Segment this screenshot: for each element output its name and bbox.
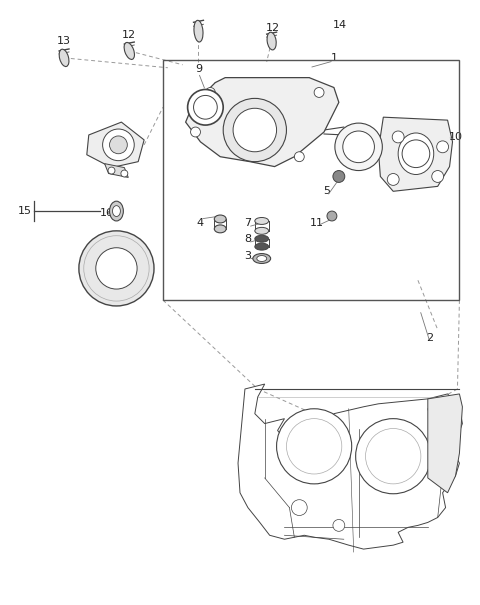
Circle shape (333, 171, 345, 182)
Ellipse shape (109, 201, 123, 221)
Text: 10: 10 (448, 132, 462, 142)
Circle shape (333, 520, 345, 531)
Circle shape (109, 136, 127, 154)
Ellipse shape (267, 32, 276, 50)
Circle shape (356, 419, 431, 494)
Ellipse shape (255, 243, 269, 250)
Text: 15: 15 (18, 206, 32, 216)
Polygon shape (87, 122, 144, 168)
Ellipse shape (194, 21, 203, 42)
Ellipse shape (59, 49, 69, 67)
Circle shape (188, 90, 223, 125)
Text: 4: 4 (197, 218, 204, 228)
Circle shape (437, 141, 448, 152)
Polygon shape (378, 117, 453, 191)
Circle shape (314, 88, 324, 97)
Ellipse shape (398, 133, 434, 174)
Text: 2: 2 (426, 333, 433, 342)
Ellipse shape (112, 206, 120, 217)
Text: 12: 12 (265, 23, 280, 33)
Text: 14: 14 (333, 20, 347, 30)
Circle shape (223, 99, 287, 162)
Polygon shape (238, 384, 462, 549)
Ellipse shape (214, 225, 226, 233)
Circle shape (193, 96, 217, 119)
Circle shape (287, 419, 342, 474)
Circle shape (205, 88, 216, 97)
Circle shape (103, 129, 134, 161)
Circle shape (191, 127, 201, 137)
Text: 5: 5 (324, 186, 331, 196)
Polygon shape (428, 394, 462, 492)
Circle shape (343, 131, 374, 163)
Text: 6: 6 (337, 145, 344, 155)
Ellipse shape (214, 215, 226, 223)
Text: 8: 8 (244, 234, 252, 244)
Ellipse shape (255, 235, 269, 242)
Ellipse shape (255, 227, 269, 234)
Text: 13: 13 (57, 36, 71, 46)
Ellipse shape (253, 253, 271, 263)
Circle shape (276, 409, 352, 484)
Circle shape (387, 174, 399, 185)
Text: 3: 3 (244, 250, 252, 261)
Text: 17: 17 (99, 267, 114, 277)
Circle shape (121, 170, 128, 177)
Circle shape (233, 108, 276, 152)
Text: 1: 1 (330, 53, 337, 63)
Ellipse shape (124, 42, 134, 59)
Text: 7: 7 (244, 218, 252, 228)
Text: 16: 16 (99, 208, 114, 218)
Circle shape (108, 167, 115, 174)
Bar (163, 60, 459, 300)
Polygon shape (186, 77, 339, 166)
Text: 11: 11 (310, 218, 324, 228)
Circle shape (335, 123, 383, 171)
Circle shape (294, 152, 304, 162)
Circle shape (432, 171, 444, 182)
Text: 12: 12 (122, 30, 136, 40)
Circle shape (392, 131, 404, 143)
Circle shape (79, 231, 154, 306)
Circle shape (366, 428, 421, 484)
Circle shape (96, 247, 137, 289)
Circle shape (291, 500, 307, 515)
Circle shape (327, 211, 337, 221)
Ellipse shape (257, 255, 267, 261)
Ellipse shape (255, 217, 269, 224)
Circle shape (402, 140, 430, 168)
Text: 9: 9 (195, 64, 202, 74)
Polygon shape (105, 163, 128, 177)
